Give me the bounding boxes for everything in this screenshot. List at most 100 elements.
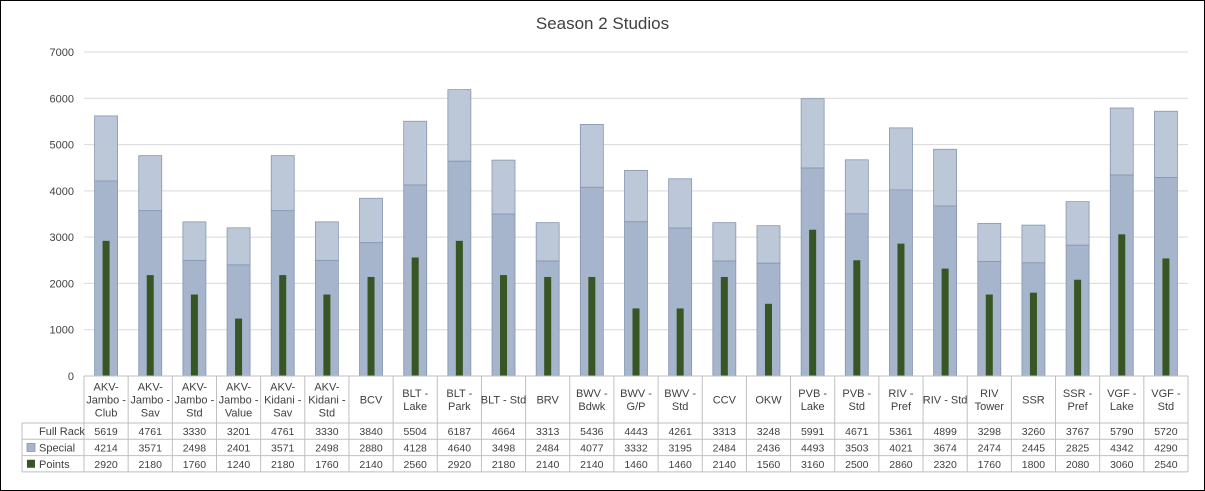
- bar-full-rack: [800, 98, 825, 169]
- bar-full-rack: [314, 221, 339, 261]
- table-cell: 1760: [315, 459, 339, 471]
- table-cell: 2540: [1154, 459, 1178, 471]
- category-label: SSR -: [1063, 388, 1093, 400]
- table-cell: 3160: [801, 459, 825, 471]
- table-cell: 2825: [1066, 442, 1090, 454]
- y-tick-label: 1000: [50, 325, 74, 337]
- bar-full-rack: [447, 89, 472, 162]
- series-label: Special: [39, 442, 75, 454]
- table-cell: 2560: [404, 459, 428, 471]
- category-label: Std: [849, 401, 866, 413]
- table-cell: 4077: [580, 442, 604, 454]
- category-label: AKV-: [138, 382, 163, 394]
- table-cell: 2180: [271, 459, 295, 471]
- table-cell: 4342: [1110, 442, 1134, 454]
- table-cell: 2140: [536, 459, 560, 471]
- category-label: BLT -: [446, 388, 472, 400]
- bar-full-rack: [624, 169, 648, 223]
- table-cell: 4493: [801, 442, 825, 454]
- bar-points: [1162, 258, 1170, 376]
- category-label: PVB -: [842, 388, 871, 400]
- table-cell: 2180: [139, 459, 163, 471]
- table-cell: 3060: [1110, 459, 1134, 471]
- table-cell: 3313: [713, 426, 737, 438]
- table-cell: 3195: [668, 442, 692, 454]
- category-label: Tower: [975, 401, 1005, 413]
- table-cell: 5720: [1154, 426, 1178, 438]
- bar-full-rack: [844, 159, 869, 215]
- category-label: BLT - Std: [481, 395, 526, 407]
- table-cell: 4664: [492, 426, 516, 438]
- category-label: Lake: [403, 401, 427, 413]
- category-label: RIV -: [888, 388, 913, 400]
- bar-points: [323, 294, 331, 376]
- table-cell: 6187: [448, 426, 472, 438]
- bar-points: [367, 276, 375, 376]
- y-tick-label: 0: [68, 371, 74, 383]
- bar-points: [235, 318, 243, 376]
- category-label: Jambo -: [86, 395, 126, 407]
- table-cell: 5504: [404, 426, 428, 438]
- bar-points: [632, 308, 640, 376]
- table-cell: 1460: [624, 459, 648, 471]
- category-label: G/P: [627, 401, 646, 413]
- category-label: Club: [95, 408, 118, 420]
- table-cell: 4640: [448, 442, 472, 454]
- category-label: PVB -: [798, 388, 827, 400]
- bar-full-rack: [579, 123, 604, 188]
- category-label: RIV: [980, 388, 999, 400]
- table-cell: 3767: [1066, 426, 1090, 438]
- bar-points: [764, 303, 772, 376]
- category-label: AKV-: [314, 382, 339, 394]
- bar-full-rack: [1154, 110, 1178, 178]
- category-label: Sav: [141, 408, 160, 420]
- table-cell: 3571: [139, 442, 163, 454]
- table-cell: 4128: [404, 442, 428, 454]
- category-label: Std: [672, 401, 689, 413]
- legend-key: [27, 459, 35, 468]
- bar-full-rack: [535, 222, 560, 262]
- table-cell: 2445: [1022, 442, 1046, 454]
- table-cell: 2500: [845, 459, 869, 471]
- table-cell: 2140: [580, 459, 604, 471]
- category-label: Pref: [891, 401, 912, 413]
- bar-full-rack: [668, 178, 693, 229]
- table-cell: 3330: [183, 426, 207, 438]
- category-label: BWV -: [620, 388, 652, 400]
- table-cell: 1460: [668, 459, 692, 471]
- table-cell: 2880: [359, 442, 383, 454]
- category-label: VGF -: [1151, 388, 1181, 400]
- category-label: Kidani -: [308, 395, 346, 407]
- category-label: AKV-: [182, 382, 207, 394]
- category-label: SSR: [1022, 395, 1045, 407]
- table-cell: 2498: [315, 442, 339, 454]
- table-cell: 3260: [1022, 426, 1046, 438]
- bar-full-rack: [933, 148, 958, 207]
- bar-points: [676, 308, 684, 376]
- category-label: Pref: [1068, 401, 1089, 413]
- bar-points: [985, 294, 993, 376]
- bar-points: [809, 229, 817, 376]
- table-cell: 4214: [94, 442, 118, 454]
- y-tick-label: 4000: [50, 186, 74, 198]
- category-label: Park: [448, 401, 471, 413]
- bar-points: [1029, 292, 1037, 376]
- series-label: Points: [39, 459, 70, 471]
- bar-full-rack: [182, 221, 207, 261]
- category-label: Jambo -: [130, 395, 170, 407]
- table-cell: 4021: [889, 442, 913, 454]
- table-cell: 2474: [978, 442, 1002, 454]
- table-cell: 2484: [713, 442, 737, 454]
- category-label: Jambo -: [175, 395, 215, 407]
- series-label: Full Rack: [39, 426, 85, 438]
- category-label: AKV-: [270, 382, 295, 394]
- category-label: Kidani -: [264, 395, 302, 407]
- table-cell: 2498: [183, 442, 207, 454]
- table-cell: 3298: [978, 426, 1002, 438]
- table-cell: 2320: [933, 459, 957, 471]
- table-cell: 1240: [227, 459, 251, 471]
- bar-points: [941, 268, 949, 376]
- category-label: RIV - Std: [923, 395, 968, 407]
- table-cell: 1800: [1022, 459, 1046, 471]
